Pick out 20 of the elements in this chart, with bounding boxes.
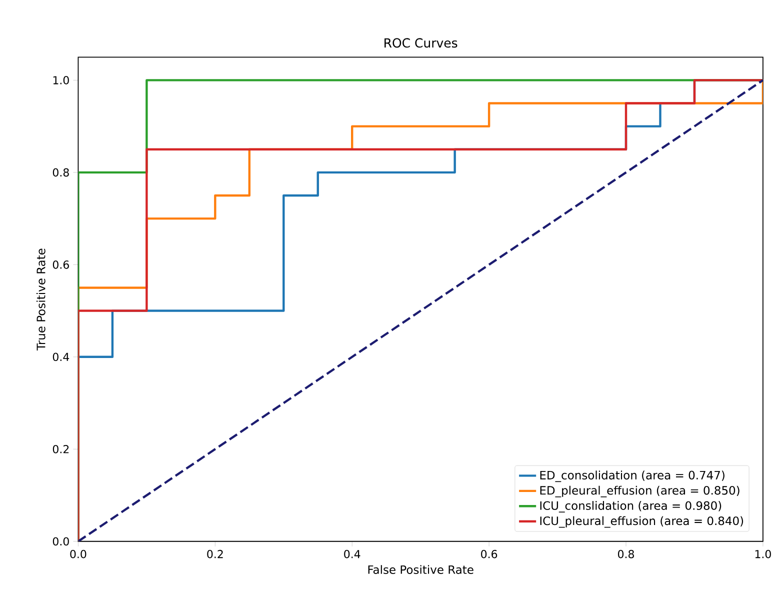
legend-label: ED_consolidation (area = 0.747): [540, 470, 724, 482]
y-tick-label: 1.0: [53, 76, 69, 85]
y-tick-label: 0.6: [52, 260, 69, 270]
x-tick-label: 0.0: [70, 550, 86, 558]
legend-label: ICU_pleural_effusion (area = 0.840): [540, 516, 744, 528]
chart-title: ROC Curves: [384, 38, 458, 48]
x-tick-label: 0.4: [344, 550, 360, 558]
line-series: [78, 79, 763, 542]
legend-label: ED_pleural_effusion (area = 0.850): [540, 486, 740, 498]
legend-label: ICU_conslidation (area = 0.980): [540, 501, 722, 513]
y-axis-title: True Positive Rate: [36, 248, 46, 351]
x-tick-label: 0.6: [481, 550, 498, 558]
y-tick-label: 0.0: [52, 537, 69, 546]
y-tick-label: 0.4: [52, 352, 70, 362]
x-tick-label: 1.0: [755, 550, 771, 558]
y-tick-label: 0.8: [52, 168, 69, 177]
x-axis-title: False Positive Rate: [368, 565, 474, 574]
x-tick-label: 0.8: [618, 550, 634, 558]
y-tick-label: 0.2: [52, 445, 69, 454]
x-tick-label: 0.2: [207, 550, 223, 558]
